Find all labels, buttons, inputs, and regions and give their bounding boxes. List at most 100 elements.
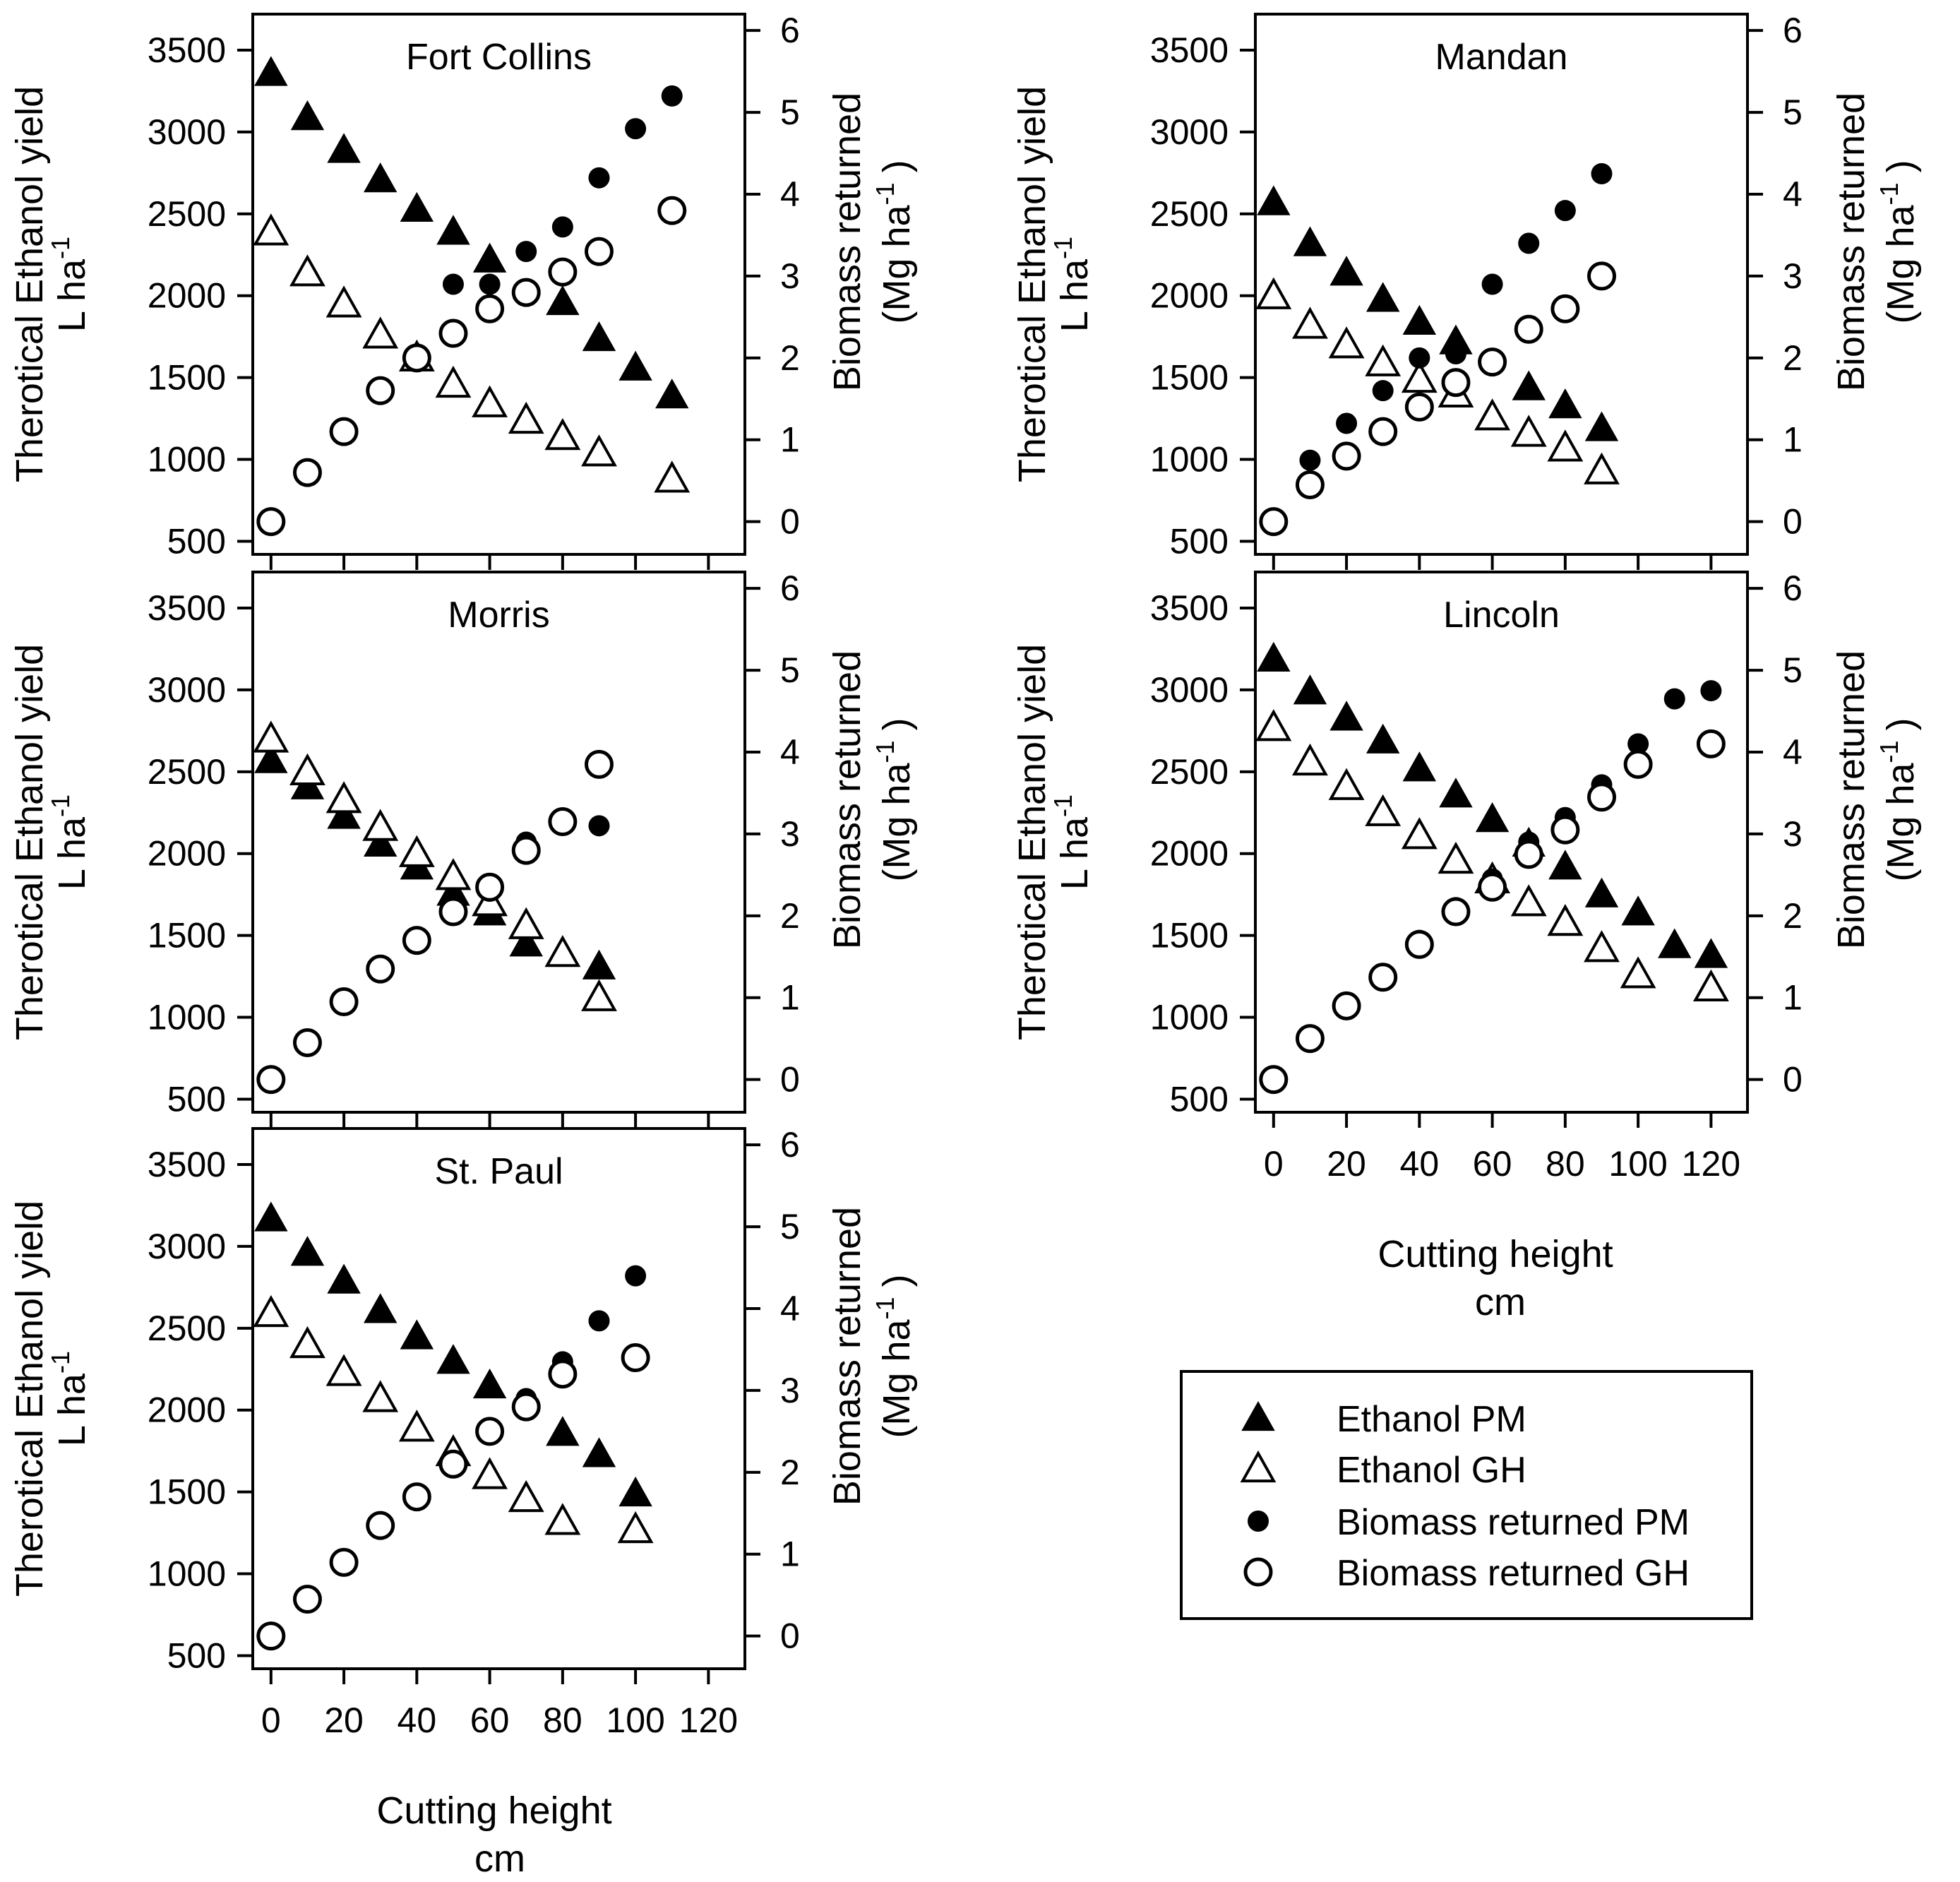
y2-tick-label: 4 [1783, 174, 1803, 214]
data-point [1700, 680, 1722, 702]
data-point [1620, 956, 1656, 989]
x-tick-label: 20 [1327, 1144, 1366, 1184]
data-point [1591, 163, 1613, 185]
y-tick-label: 1000 [1150, 440, 1229, 480]
data-point [1368, 417, 1398, 446]
data-point [1586, 782, 1616, 812]
data-point [548, 257, 578, 287]
y-tick-label: 2000 [1150, 834, 1229, 874]
data-point [1623, 749, 1653, 779]
y2-tick-label: 6 [780, 568, 800, 608]
series-ethanol-pm [1257, 641, 1728, 968]
y-tick-label: 2000 [148, 834, 226, 874]
legend-label-biomass-returned-pm: Biomass returned PM [1337, 1502, 1690, 1543]
y2-tick-label: 5 [780, 1207, 800, 1246]
y2-axis-title: Biomass returned (Mg ha-1) [1830, 650, 1922, 949]
data-point [1548, 850, 1582, 880]
data-point [1478, 872, 1507, 902]
data-point [515, 241, 537, 263]
y-tick-label: 3500 [148, 1145, 226, 1184]
y-axis-title-line1: Therotical Ethanol yield [1011, 644, 1053, 1040]
y-tick-label: 2500 [1150, 752, 1229, 792]
data-point [366, 1511, 395, 1540]
data-point [1510, 884, 1547, 917]
series-biomass-returned-gh [256, 749, 614, 1095]
data-point [1292, 306, 1328, 339]
data-point [617, 1511, 654, 1544]
legend-symbol [1248, 1511, 1269, 1532]
data-point [1584, 877, 1619, 907]
y-tick-label: 2000 [148, 1390, 226, 1430]
y2-tick-label: 0 [1783, 502, 1803, 542]
series-biomass-returned-gh [256, 196, 687, 537]
data-point [435, 365, 472, 398]
data-point [475, 872, 505, 902]
data-point [1550, 815, 1580, 845]
plot-frame [251, 1127, 746, 1670]
data-point [548, 807, 578, 837]
data-point [325, 781, 362, 814]
data-point [329, 987, 359, 1017]
plot-frame [1254, 571, 1749, 1114]
data-point [362, 809, 399, 841]
data-point [329, 1547, 359, 1577]
data-point [436, 215, 470, 245]
y-tick-label: 3000 [1150, 112, 1229, 152]
data-point [1584, 411, 1619, 441]
y2-tick-label: 3 [780, 256, 800, 296]
data-point [1692, 969, 1729, 1001]
y2-axis-title-line2: (Mg ha-1) [871, 1274, 918, 1438]
y-tick-label: 1500 [148, 1472, 226, 1512]
x-tick-label: 100 [1608, 1144, 1667, 1184]
data-point [1586, 261, 1616, 291]
y2-axis-title: Biomass returned (Mg ha-1) [826, 93, 918, 391]
y-tick-label: 1000 [148, 1554, 226, 1594]
y-tick-label: 2500 [148, 194, 226, 234]
data-point [253, 720, 289, 753]
y-axis-title-line1: Therotical Ethanol yield [8, 86, 51, 482]
x-tick-label: 120 [1682, 1144, 1740, 1184]
data-point [1441, 897, 1471, 927]
y-axis-title: Therotical Ethanol yield L ha-1 [8, 86, 93, 482]
data-point [551, 216, 573, 238]
y2-axis-title-line2: (Mg ha-1) [871, 160, 918, 323]
x-axis-title-st-paul: Cutting height [376, 1789, 611, 1832]
legend-symbol [1241, 1400, 1275, 1431]
data-point [435, 858, 472, 891]
legend-item-biomass-returned-gh: Biomass returned GH [1243, 1553, 1690, 1594]
legend-item-biomass-returned-pm: Biomass returned PM [1248, 1502, 1690, 1543]
y2-tick-label: 3 [1783, 814, 1803, 854]
y2-tick-label: 1 [1783, 978, 1803, 1018]
data-point [366, 954, 395, 984]
data-point [362, 1380, 399, 1412]
y2-axis-title-line2: (Mg ha-1) [871, 717, 918, 881]
data-point [1584, 452, 1620, 484]
x-tick-label: 100 [606, 1701, 664, 1740]
data-point [402, 343, 431, 373]
data-point [1401, 360, 1438, 393]
legend: Ethanol PM Ethanol GH Biomass returned P… [1180, 1370, 1753, 1620]
data-point [625, 118, 647, 140]
series-ethanol-gh [253, 1294, 654, 1544]
panel-title: St. Paul [434, 1151, 563, 1192]
y-axis-title: Therotical Ethanol yield L ha-1 [8, 1201, 93, 1597]
y2-tick-label: 4 [1783, 732, 1803, 772]
data-point [544, 418, 581, 451]
data-point [1474, 398, 1511, 431]
data-point [1368, 963, 1398, 992]
y2-tick-label: 1 [780, 1535, 800, 1574]
data-point [363, 826, 398, 857]
series-biomass-returned-gh [256, 1343, 650, 1651]
legend-marker-ethanol-gh [1240, 1450, 1277, 1483]
series-biomass-returned-pm [1299, 163, 1613, 471]
data-point [584, 749, 614, 779]
data-point [1445, 343, 1466, 365]
legend-label-ethanol-gh: Ethanol GH [1337, 1450, 1526, 1491]
y2-tick-label: 3 [1783, 256, 1803, 296]
data-point [1366, 723, 1400, 754]
data-point [290, 1236, 325, 1266]
x-tick-label: 60 [1473, 1144, 1512, 1184]
panel-morris: 500 1000 1500 2000 2500 3000 3500 0 1 2 3 4 5 6 Morris… [8, 568, 918, 1128]
data-point [544, 1503, 581, 1535]
legend-label-biomass-returned-gh: Biomass returned GH [1337, 1553, 1690, 1594]
